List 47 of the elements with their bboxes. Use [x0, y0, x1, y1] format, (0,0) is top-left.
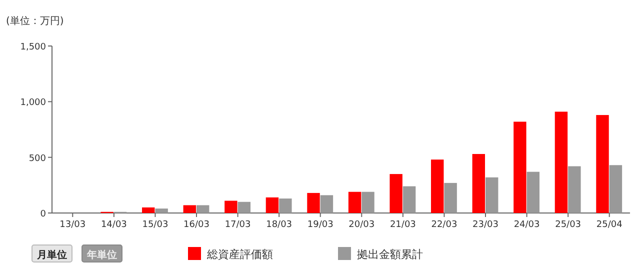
- x-tick-label: 14/03: [100, 220, 127, 230]
- x-tick-label: 19/03: [307, 220, 334, 230]
- x-tick-label: 23/03: [472, 220, 498, 230]
- bar: [526, 172, 540, 213]
- y-tick-label: 500: [28, 154, 46, 164]
- x-tick-label: 20/03: [348, 220, 375, 230]
- bar: [196, 205, 210, 213]
- bar: [514, 122, 526, 213]
- bar: [362, 192, 374, 213]
- legend-label: 総資産評価額: [206, 248, 273, 261]
- x-tick-label: 17/03: [224, 220, 251, 230]
- bar: [568, 166, 581, 213]
- bar: [609, 165, 622, 213]
- bar: [224, 200, 238, 213]
- legend-label: 拠出金額累計: [357, 248, 423, 261]
- x-tick-label: 16/03: [184, 220, 210, 230]
- x-tick-label: 22/03: [431, 220, 458, 230]
- bar: [444, 182, 457, 213]
- x-tick-label: 15/03: [142, 220, 168, 230]
- bar: [348, 192, 362, 213]
- y-axis-title: (単位：万円): [6, 15, 64, 27]
- bar: [390, 174, 402, 213]
- bar: [486, 177, 498, 213]
- bar: [402, 186, 416, 213]
- bar: [279, 198, 292, 213]
- y-tick-label: 0: [40, 210, 46, 220]
- bar: [238, 202, 250, 213]
- text: 年単位: [86, 249, 117, 261]
- x-tick-label: 24/03: [514, 220, 540, 230]
- bar: [155, 208, 168, 213]
- bar: [554, 112, 568, 213]
- y-tick-label: 1,500: [20, 42, 46, 52]
- x-tick-label: 18/03: [266, 220, 292, 230]
- bar: [307, 192, 320, 213]
- bar: [142, 207, 155, 213]
- text: 月単位: [36, 249, 67, 261]
- bar: [472, 154, 485, 213]
- x-tick-label: 25/04: [596, 220, 623, 230]
- y-tick-label: 1,000: [20, 98, 46, 108]
- bar: [266, 197, 279, 213]
- x-tick-label: 13/03: [60, 220, 86, 230]
- bar: [183, 205, 196, 213]
- x-tick-label: 25/03: [555, 220, 582, 230]
- bar: [320, 195, 334, 213]
- x-tick-label: 21/03: [390, 220, 416, 230]
- bar: [431, 160, 444, 213]
- bar: [596, 115, 609, 213]
